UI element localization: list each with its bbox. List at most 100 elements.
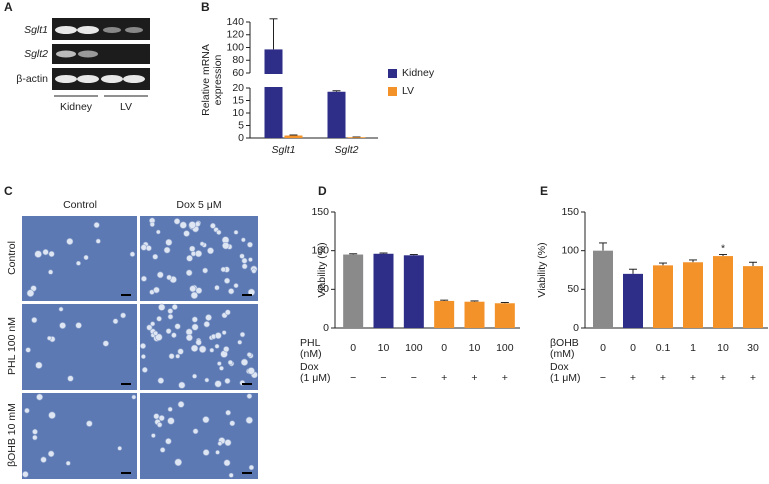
cell [185,269,193,277]
x-tick-label: 30 [747,342,759,354]
cell [158,415,165,422]
cell [156,315,162,322]
y-tick-label: 120 [226,29,244,41]
row-label: Control [6,241,18,275]
cell [36,393,43,401]
x-row-label: (nM) [300,348,322,360]
y-tick-label: 0 [323,322,329,334]
cell [167,417,175,425]
x-tick-label: 0 [441,342,447,354]
dox-sign: + [750,372,756,384]
x-tick-label: 10 [469,342,481,354]
cell [195,339,202,346]
cell [199,241,205,247]
group-label: Kidney [60,101,93,113]
cell [153,413,160,420]
dox-sign: − [380,372,386,384]
y-tick-label: 100 [311,244,329,256]
cell [157,377,165,384]
cell [48,250,55,258]
gel-label: β-actin [16,73,48,85]
y-axis-label: Viability (%) [316,242,328,297]
cell [32,428,38,435]
dox-row-label: (1 μM) [300,372,331,384]
cell [159,447,166,453]
cell [146,324,153,331]
cell [186,254,193,262]
y-tick-label: 15 [232,94,244,106]
cell [202,267,209,274]
cell [214,380,222,388]
x-tick-label: 10 [378,342,390,354]
cell [209,347,215,353]
bar [284,135,303,138]
micrographs [22,216,258,479]
cell [48,269,54,275]
legend-label: LV [402,85,414,97]
cell [42,248,49,256]
gel-lane [52,18,150,40]
cell [48,411,56,419]
cell [227,359,233,366]
cell [58,306,64,312]
cell [59,322,67,329]
bar [653,265,673,328]
x-tick-label: 100 [405,342,423,354]
cell [246,352,252,358]
cell [66,237,74,245]
x-tick-label: 10 [717,342,729,354]
cell [185,334,193,342]
cell [237,339,243,345]
y-tick-label: 100 [561,244,579,256]
cell [151,433,156,438]
cell [248,257,253,262]
dox-sign: + [441,372,447,384]
cell [220,266,227,273]
cell [26,289,35,297]
cell [174,323,181,330]
x-tick-label: 0 [630,342,636,354]
bar [264,49,283,138]
cell [190,291,198,300]
x-row-label: βOHB [550,337,579,349]
y-tick-label: 50 [317,283,329,295]
cell [241,257,248,264]
x-tick-label: 0.1 [656,342,671,354]
cell [22,471,29,478]
dox-sign: − [411,372,417,384]
cell [120,312,127,319]
dox-sign: − [600,372,606,384]
cell [228,288,235,295]
cell [150,321,156,327]
y-axis-label-line: Viability (%) [536,242,548,297]
panel-letter: D [318,184,327,198]
column-label: Dox 5 μM [176,199,221,211]
y-tick-label: 150 [561,206,579,218]
micrograph [22,304,137,390]
cell [240,358,249,366]
cell [204,377,210,383]
cell [165,438,172,445]
cell [167,406,173,412]
bar [713,256,733,328]
cell [175,353,181,359]
cell [209,222,216,229]
cell [190,251,197,257]
cell [251,268,257,274]
y-axis-label-line: Viability (%) [316,242,328,297]
bar [623,273,643,328]
bar [593,250,613,328]
panel-letter: C [4,184,13,198]
cell [171,332,177,338]
group-label: LV [120,101,132,113]
cell [145,245,152,252]
panel-letter: E [540,184,548,198]
cell [167,308,174,314]
x-row-label: PHL [300,337,321,349]
cell [149,221,155,227]
cell [195,287,203,294]
cell [245,416,253,424]
cell [225,409,231,416]
dox-row-label: Dox [550,361,569,373]
